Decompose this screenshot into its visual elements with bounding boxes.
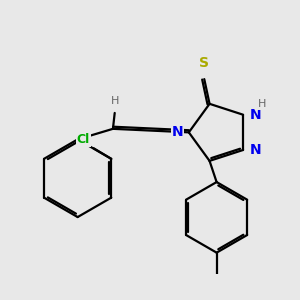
Text: N: N [172, 125, 184, 140]
Text: H: H [110, 96, 119, 106]
Text: N: N [249, 108, 261, 122]
Text: H: H [258, 99, 266, 109]
Text: Cl: Cl [77, 134, 90, 146]
Text: N: N [249, 143, 261, 157]
Text: S: S [199, 56, 209, 70]
